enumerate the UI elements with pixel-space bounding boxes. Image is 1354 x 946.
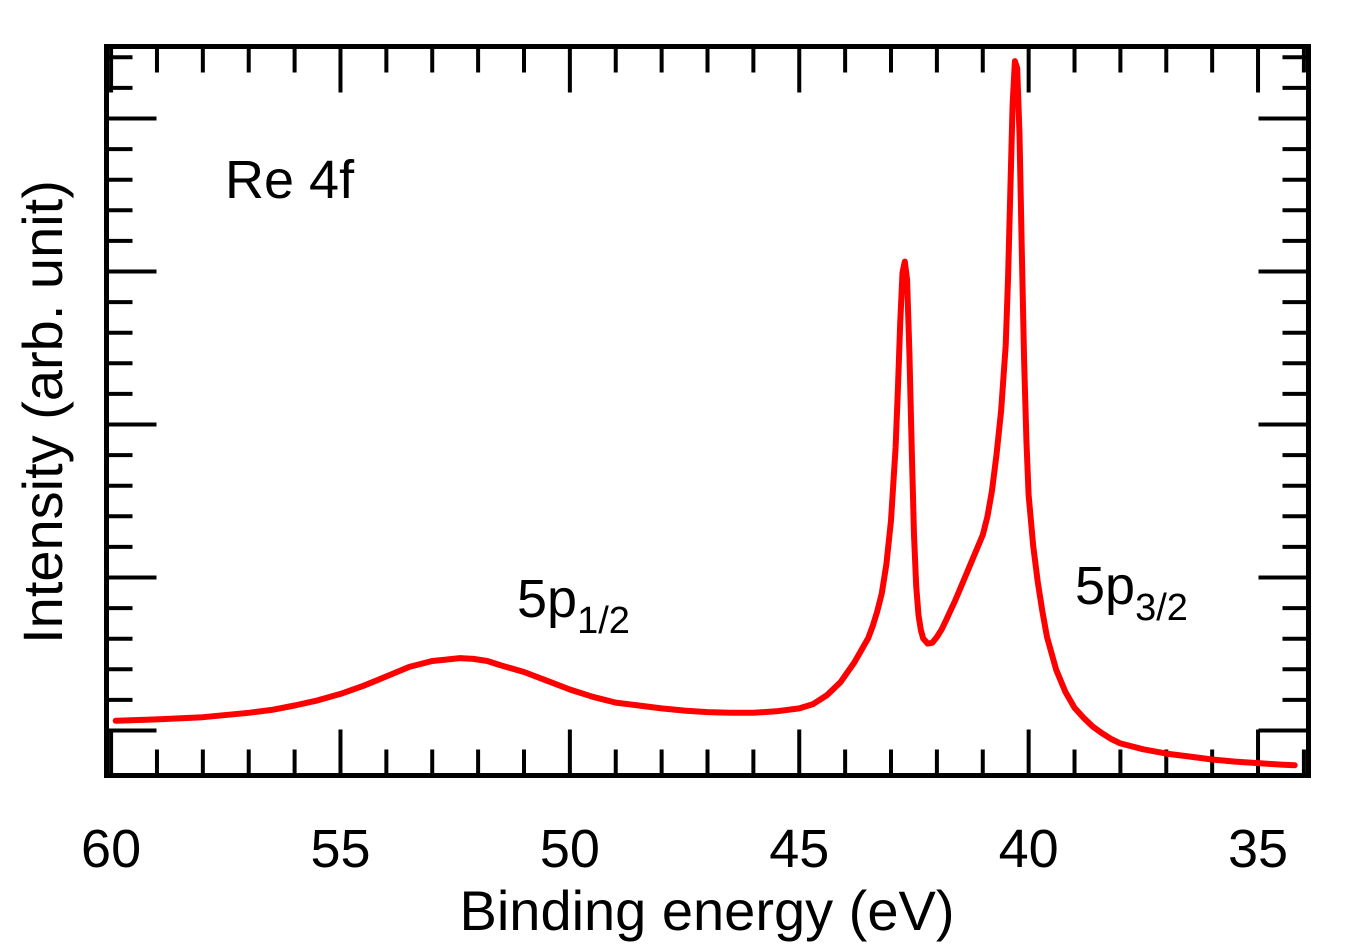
x-tick-label: 45 [769,819,829,879]
annotation-5p-1-2: 5p1/2 [517,569,630,642]
x-tick-label: 50 [540,819,600,879]
x-tick-label: 35 [1228,819,1288,879]
x-axis-title: Binding energy (eV) [460,879,955,942]
x-tick-labels: 60 55 50 45 40 35 [81,819,1288,879]
annotation-5p-3-2: 5p3/2 [1075,556,1188,629]
axis-ticks [106,46,1309,776]
y-axis-title: Intensity (arb. unit) [11,180,74,644]
annotation-re-4f: Re 4f [225,150,355,210]
x-tick-label: 40 [999,819,1059,879]
series-line-re-4f [112,58,1298,769]
x-tick-label: 55 [310,819,370,879]
x-tick-label: 60 [81,819,141,879]
